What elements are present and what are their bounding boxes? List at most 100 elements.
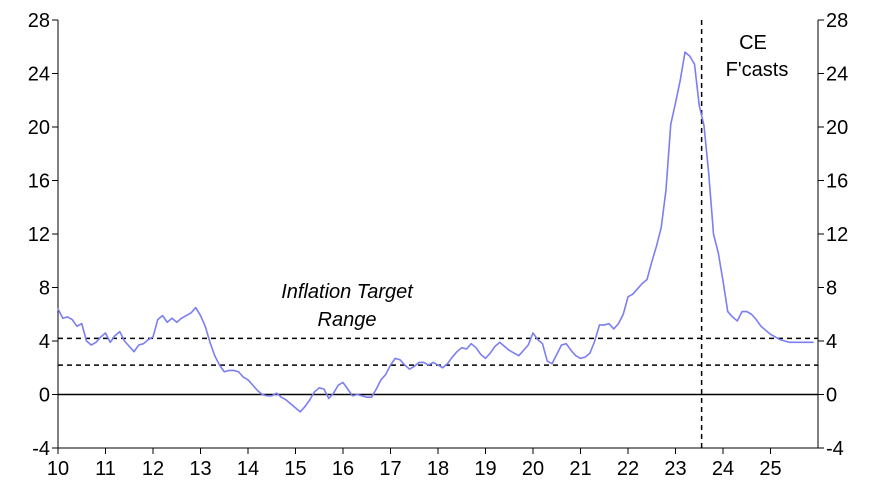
inflation-point — [423, 361, 425, 363]
inflation-point — [722, 280, 724, 282]
inflation-point — [784, 340, 786, 342]
series-group — [57, 51, 814, 413]
inflation-point — [271, 395, 273, 397]
inflation-point — [332, 392, 335, 394]
y-tick-label-right: -4 — [826, 438, 844, 460]
inflation-point — [318, 387, 320, 389]
inflation-point — [408, 368, 411, 370]
inflation-point — [465, 348, 468, 350]
inflation-point — [123, 340, 126, 342]
y-tick-label-right: 0 — [826, 385, 837, 407]
inflation-point — [484, 357, 487, 359]
inflation-point — [527, 344, 529, 346]
inflation-point — [565, 343, 567, 345]
x-tick-label: 17 — [379, 458, 401, 480]
y-tick-label-left: 12 — [28, 224, 50, 246]
inflation-point — [703, 125, 705, 127]
inflation-point — [627, 296, 629, 298]
inflation-point — [304, 405, 306, 408]
inflation-point — [57, 308, 59, 310]
x-tick-label: 18 — [427, 458, 449, 480]
inflation-point — [380, 379, 382, 381]
inflation-point — [138, 344, 140, 346]
inflation-point — [779, 339, 781, 341]
inflation-point — [774, 336, 776, 338]
inflation-point — [503, 345, 506, 347]
inflation-point — [589, 352, 591, 354]
target-range-annotation: Inflation Target Range — [281, 281, 414, 331]
inflation-point — [584, 356, 586, 358]
inflation-point — [655, 245, 658, 247]
inflation-point — [731, 316, 734, 318]
x-tick-label: 24 — [712, 458, 734, 480]
inflation-point — [798, 341, 800, 343]
inflation-point — [712, 233, 715, 235]
inflation-point — [313, 391, 316, 393]
forecast-annotation: CE F'casts — [726, 32, 789, 81]
inflation-point — [755, 319, 757, 321]
y-tick-label-right: 8 — [826, 278, 837, 300]
inflation-point — [475, 347, 477, 349]
inflation-point — [199, 314, 202, 317]
y-axis-left-ticks: -4 0 4 8 12 16 20 24 28 — [28, 10, 58, 460]
inflation-point — [684, 51, 686, 53]
forecast-label-line2: F'casts — [726, 59, 789, 81]
inflation-point — [309, 399, 311, 401]
inflation-point — [617, 323, 620, 325]
inflation-point — [793, 341, 795, 343]
inflation-point — [651, 261, 653, 263]
target-range-label-line2: Range — [318, 309, 377, 331]
inflation-point — [370, 396, 373, 398]
inflation-point — [532, 332, 534, 334]
inflation-point — [161, 314, 164, 317]
inflation-point — [708, 173, 710, 175]
inflation-point — [157, 319, 159, 321]
inflation-point — [256, 389, 259, 392]
x-tick-label: 14 — [237, 458, 259, 480]
inflation-point — [228, 369, 230, 372]
inflation-point — [741, 310, 743, 313]
inflation-point — [489, 352, 491, 354]
inflation-point — [461, 347, 463, 349]
inflation-point — [727, 310, 729, 313]
inflation-point — [218, 364, 221, 366]
inflation-point — [765, 329, 767, 331]
inflation-point — [788, 341, 791, 343]
y-tick-label-left: 8 — [39, 278, 50, 300]
inflation-point — [389, 364, 392, 366]
inflation-point — [280, 396, 282, 398]
inflation-point — [114, 335, 116, 337]
inflation-point — [404, 364, 406, 366]
forecast-label-line1: CE — [739, 32, 767, 54]
inflation-point — [71, 319, 73, 321]
inflation-point — [518, 355, 520, 357]
inflation-point — [152, 336, 154, 338]
inflation-point — [104, 332, 107, 334]
inflation-point — [665, 189, 667, 191]
inflation-point — [190, 312, 192, 314]
inflation-point — [261, 393, 263, 396]
x-tick-label: 20 — [522, 458, 544, 480]
inflation-point — [223, 371, 225, 373]
inflation-series-line — [57, 51, 814, 413]
plot-area — [57, 20, 819, 449]
inflation-point — [385, 373, 387, 376]
inflation-point — [556, 353, 558, 355]
inflation-point — [594, 340, 596, 342]
y-tick-label-left: 4 — [39, 331, 50, 353]
inflation-point — [128, 345, 130, 347]
inflation-point — [636, 288, 639, 290]
inflation-point — [622, 313, 624, 315]
inflation-point — [214, 355, 216, 357]
x-tick-label: 13 — [189, 458, 211, 480]
inflation-point — [494, 345, 496, 347]
y-tick-label-left: -4 — [32, 438, 50, 460]
inflation-point — [803, 341, 805, 343]
reference-lines — [58, 20, 818, 448]
inflation-point — [608, 323, 610, 325]
inflation-point — [290, 403, 292, 405]
inflation-point — [366, 396, 368, 398]
inflation-point — [522, 349, 525, 351]
x-tick-label: 10 — [47, 458, 69, 480]
x-tick-label: 19 — [474, 458, 496, 480]
